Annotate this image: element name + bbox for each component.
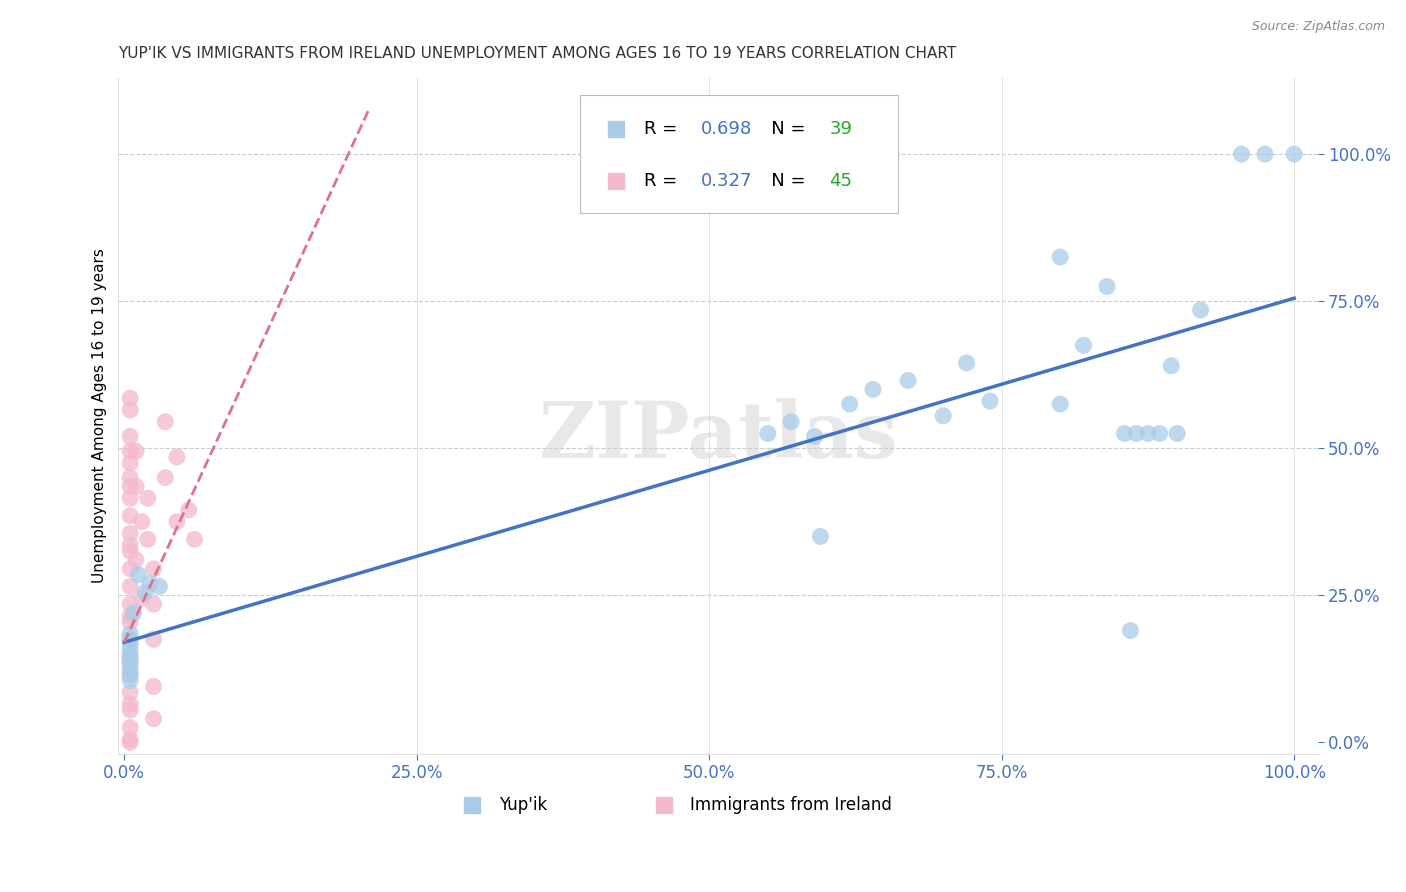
Point bbox=[166, 515, 188, 529]
Point bbox=[120, 721, 142, 735]
Point bbox=[142, 680, 165, 694]
Point bbox=[1095, 279, 1118, 293]
Point bbox=[131, 591, 153, 606]
Point bbox=[120, 703, 142, 717]
Text: 45: 45 bbox=[830, 171, 852, 189]
Text: ZIPatlas: ZIPatlas bbox=[538, 398, 898, 475]
Point bbox=[955, 356, 977, 370]
Point bbox=[1149, 426, 1171, 441]
Point bbox=[120, 538, 142, 552]
Point bbox=[1136, 426, 1159, 441]
Point bbox=[932, 409, 955, 423]
Point bbox=[125, 479, 148, 493]
Text: 0.698: 0.698 bbox=[702, 120, 752, 138]
Point bbox=[155, 415, 177, 429]
Text: R =: R = bbox=[644, 171, 683, 189]
Point bbox=[120, 656, 142, 670]
Point bbox=[120, 656, 142, 670]
Point bbox=[780, 415, 803, 429]
Point bbox=[120, 626, 142, 640]
Point bbox=[120, 429, 142, 443]
Point bbox=[120, 638, 142, 652]
Text: Yup'ik: Yup'ik bbox=[499, 796, 547, 814]
Point bbox=[139, 576, 162, 591]
Point bbox=[120, 562, 142, 576]
Point bbox=[136, 533, 159, 547]
Point bbox=[142, 562, 165, 576]
Point bbox=[120, 673, 142, 688]
Point bbox=[120, 615, 142, 629]
Point bbox=[1160, 359, 1182, 373]
Point bbox=[1049, 397, 1071, 411]
Point bbox=[897, 374, 920, 388]
Point bbox=[177, 503, 200, 517]
Point bbox=[183, 533, 205, 547]
Point bbox=[142, 712, 165, 726]
Y-axis label: Unemployment Among Ages 16 to 19 years: Unemployment Among Ages 16 to 19 years bbox=[93, 248, 107, 583]
Point bbox=[120, 735, 142, 749]
Point bbox=[120, 632, 142, 647]
Point bbox=[120, 685, 142, 699]
Point bbox=[120, 391, 142, 405]
Point bbox=[1189, 303, 1212, 318]
Point bbox=[1282, 147, 1305, 161]
Point bbox=[120, 544, 142, 558]
Point bbox=[120, 491, 142, 506]
Text: 39: 39 bbox=[830, 120, 852, 138]
Point bbox=[120, 667, 142, 681]
Point bbox=[120, 632, 142, 647]
Point bbox=[756, 426, 779, 441]
Point bbox=[120, 597, 142, 611]
Point bbox=[1166, 426, 1188, 441]
Point bbox=[120, 667, 142, 681]
Point bbox=[122, 606, 145, 620]
Point bbox=[979, 394, 1001, 409]
Point bbox=[120, 662, 142, 676]
Point bbox=[120, 644, 142, 658]
Point bbox=[125, 444, 148, 458]
Point bbox=[148, 579, 170, 593]
Point bbox=[1073, 338, 1095, 352]
Point bbox=[838, 397, 860, 411]
Point bbox=[803, 429, 825, 443]
Text: Immigrants from Ireland: Immigrants from Ireland bbox=[690, 796, 893, 814]
Point bbox=[120, 470, 142, 484]
Point bbox=[136, 491, 159, 506]
Point bbox=[1049, 250, 1071, 264]
Point bbox=[125, 553, 148, 567]
Point bbox=[166, 450, 188, 464]
Point bbox=[862, 383, 884, 397]
Point bbox=[120, 608, 142, 623]
Text: N =: N = bbox=[754, 120, 811, 138]
Point bbox=[120, 456, 142, 470]
Point bbox=[1254, 147, 1277, 161]
Point bbox=[120, 526, 142, 541]
Text: N =: N = bbox=[754, 171, 811, 189]
FancyBboxPatch shape bbox=[581, 95, 898, 213]
Point bbox=[127, 567, 149, 582]
Point bbox=[120, 697, 142, 711]
Point bbox=[155, 470, 177, 484]
Point bbox=[120, 732, 142, 747]
Point bbox=[808, 529, 831, 543]
Text: 0.327: 0.327 bbox=[702, 171, 752, 189]
Text: Source: ZipAtlas.com: Source: ZipAtlas.com bbox=[1251, 20, 1385, 33]
Text: YUP'IK VS IMMIGRANTS FROM IRELAND UNEMPLOYMENT AMONG AGES 16 TO 19 YEARS CORRELA: YUP'IK VS IMMIGRANTS FROM IRELAND UNEMPL… bbox=[118, 46, 956, 62]
Point bbox=[134, 585, 156, 599]
Point bbox=[120, 403, 142, 417]
Point bbox=[142, 632, 165, 647]
Point bbox=[120, 650, 142, 665]
Text: R =: R = bbox=[644, 120, 683, 138]
Point bbox=[142, 597, 165, 611]
Point bbox=[1230, 147, 1253, 161]
Point bbox=[120, 479, 142, 493]
Point bbox=[131, 515, 153, 529]
Point bbox=[120, 650, 142, 665]
Point bbox=[120, 444, 142, 458]
Point bbox=[1119, 624, 1142, 638]
Point bbox=[1114, 426, 1136, 441]
Point bbox=[120, 508, 142, 523]
Point bbox=[120, 579, 142, 593]
Point bbox=[1125, 426, 1147, 441]
